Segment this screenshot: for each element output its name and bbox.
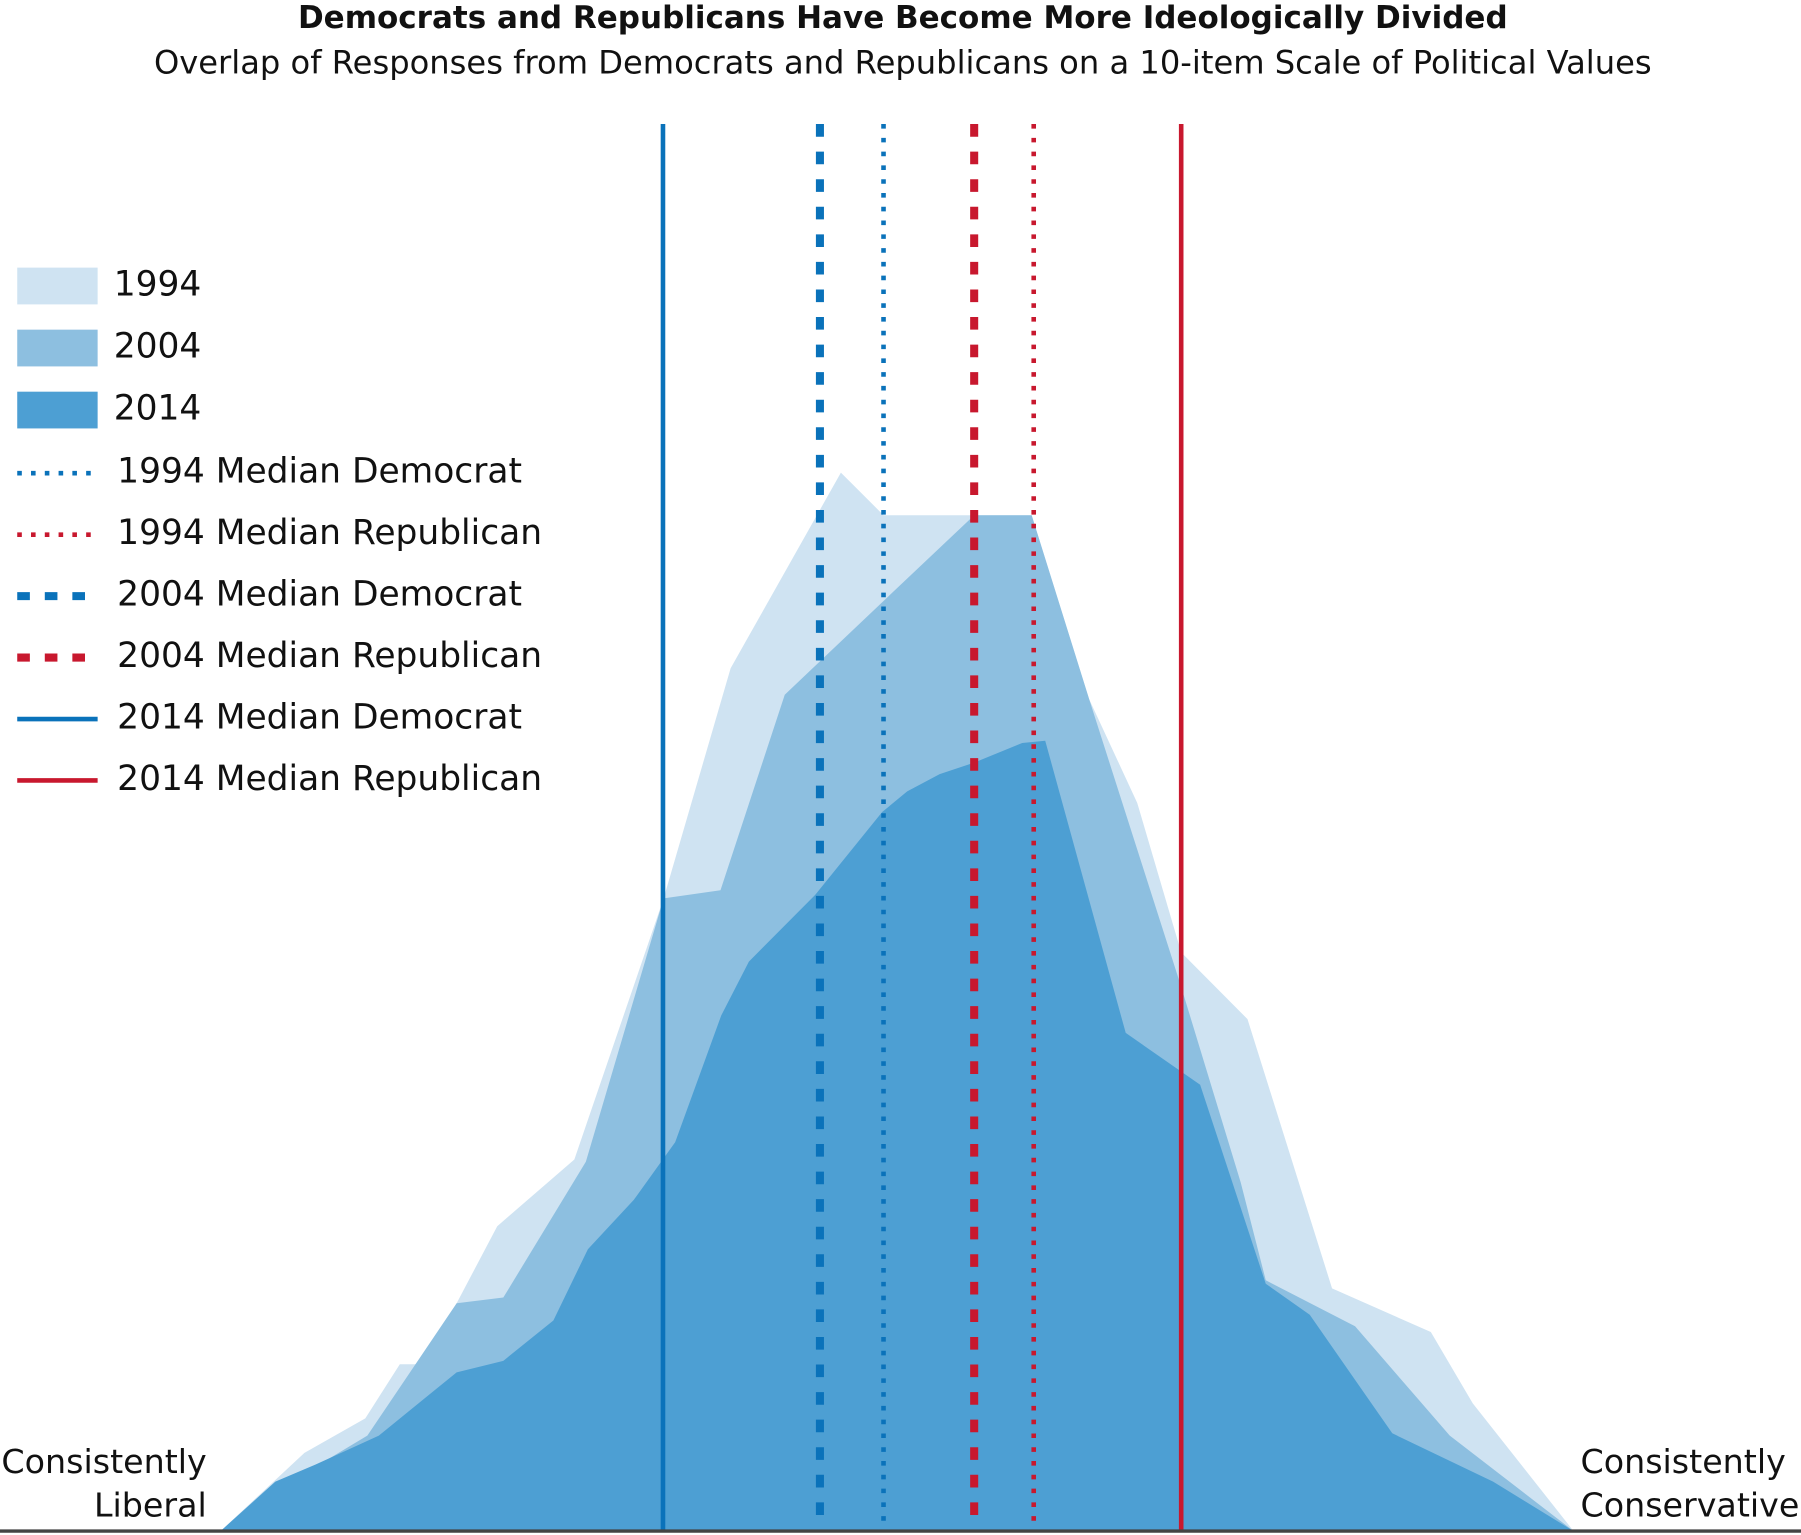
left-label: Liberal: [94, 1485, 207, 1524]
legend-label: 1994 Median Republican: [117, 513, 542, 553]
chart-subtitle: Overlap of Responses from Democrats and …: [154, 43, 1652, 81]
legend-swatch: [17, 267, 98, 305]
legend-label: 1994: [114, 265, 202, 305]
legend-label: 2014: [114, 389, 202, 429]
area: [220, 740, 1574, 1532]
legend-swatch: [17, 329, 98, 367]
legend: 1994 2004 2014 1994 Median Democrat 1994 Med…: [17, 265, 542, 799]
legend-label: 2004 Median Republican: [117, 636, 542, 676]
legend-label: 1994 Median Democrat: [117, 452, 522, 492]
chart-title: Democrats and Republicans Have Become Mo…: [298, 0, 1508, 36]
legend-label: 2004: [114, 327, 202, 367]
legend-label: 2004 Median Democrat: [117, 575, 522, 615]
right-label: Conservative: [1580, 1485, 1799, 1524]
left-label: Consistently: [1, 1442, 206, 1481]
legend-label: 2014 Median Republican: [117, 759, 542, 799]
areas: [220, 472, 1574, 1532]
legend-swatch: [17, 391, 98, 429]
median-lines: [660, 124, 1184, 1532]
legend-label: 2014 Median Democrat: [117, 698, 522, 738]
right-label: Consistently: [1580, 1442, 1785, 1481]
